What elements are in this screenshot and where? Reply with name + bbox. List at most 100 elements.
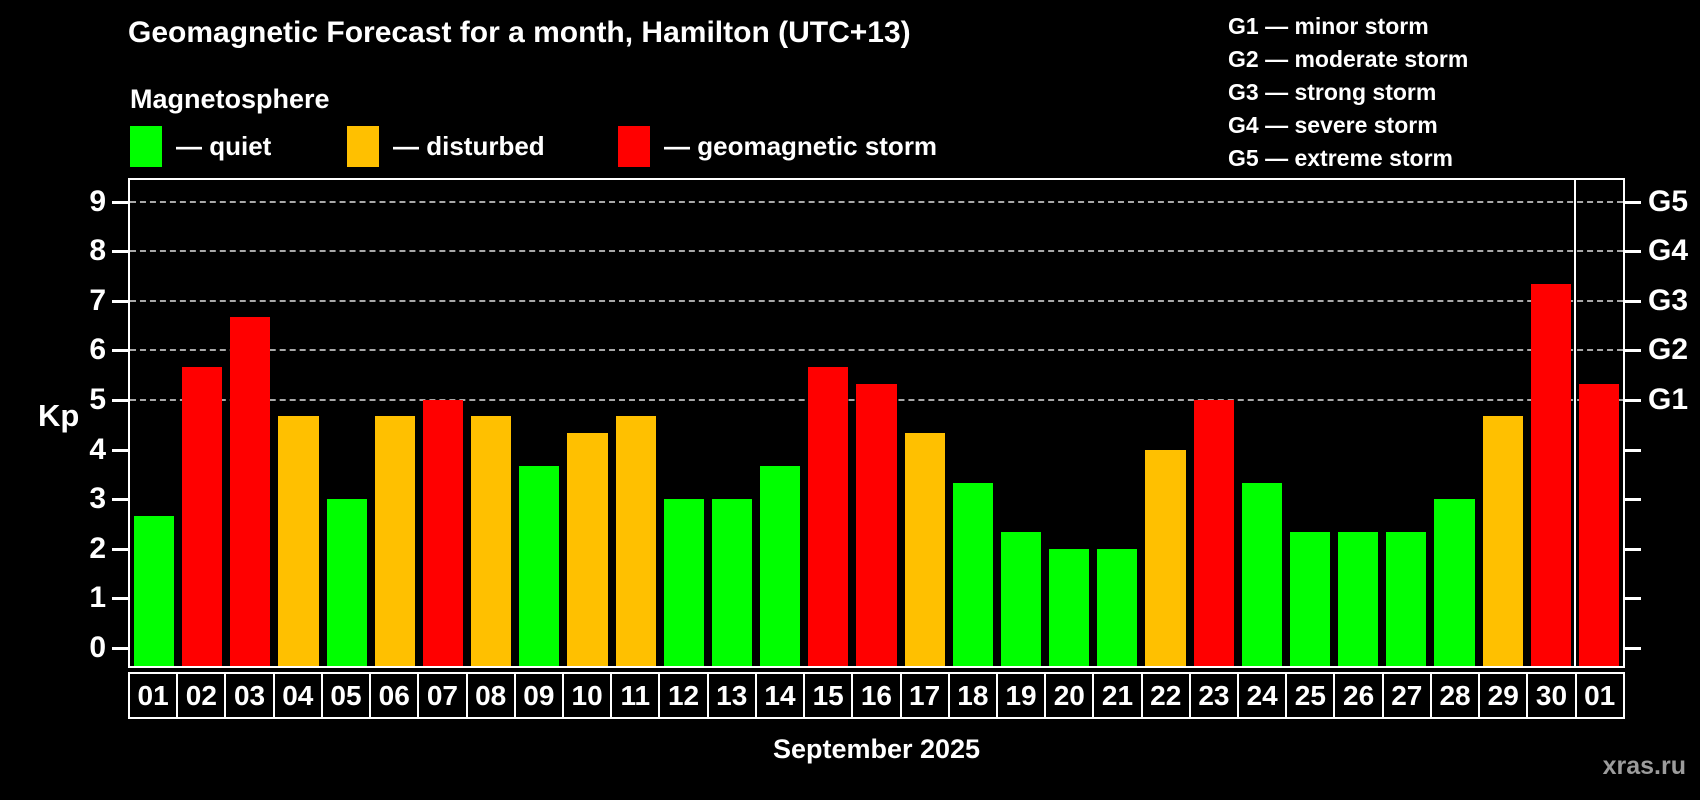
- legend-item-storm: — geomagnetic storm: [618, 126, 937, 167]
- kp-bar-03: [230, 317, 271, 666]
- kp-bar-10: [567, 433, 608, 666]
- gridline-kp6: [130, 349, 1623, 352]
- day-label-04: 04: [272, 672, 323, 719]
- day-label-20: 20: [1044, 672, 1095, 719]
- y-axis-title: Kp: [38, 398, 80, 433]
- y-tick-label-8: 8: [89, 234, 106, 268]
- day-label-05: 05: [320, 672, 372, 719]
- kp-bar-25: [1289, 532, 1331, 666]
- y-tick-label-2: 2: [89, 531, 106, 565]
- day-label-11: 11: [610, 672, 661, 719]
- y-axis-tick-right-5: [1625, 399, 1641, 402]
- day-label-15: 15: [803, 672, 854, 719]
- y-tick-label-1: 1: [89, 581, 106, 615]
- gridline-kp8: [130, 250, 1623, 253]
- kp-bar-15: [808, 366, 849, 666]
- day-label-07: 07: [417, 672, 468, 719]
- storm-color-swatch: [618, 126, 650, 167]
- y-axis-tick-right-7: [1625, 299, 1641, 303]
- kp-bar-06: [374, 416, 415, 666]
- kp-bar-27: [1386, 532, 1427, 666]
- quiet-color-swatch: [130, 126, 162, 167]
- day-label-01: 01: [128, 672, 179, 719]
- y-tick-label-5: 5: [89, 383, 106, 416]
- day-label-13: 13: [706, 672, 757, 719]
- day-label-24: 24: [1237, 672, 1288, 719]
- y-axis-tick-right-1: [1625, 597, 1641, 601]
- gridline-kp7: [130, 299, 1623, 302]
- day-label-28: 28: [1429, 672, 1481, 719]
- y-axis-tick-right-4: [1625, 448, 1641, 452]
- y-axis-tick-left-8: [112, 250, 128, 254]
- y-tick-label-6: 6: [89, 333, 106, 367]
- kp-bar-12: [663, 499, 704, 666]
- kp-bar-04: [278, 416, 319, 666]
- x-axis-title: September 2025: [772, 734, 981, 764]
- y-tick-label-0: 0: [89, 631, 106, 664]
- page-title: Geomagnetic Forecast for a month, Hamilt…: [128, 16, 911, 49]
- day-label-22: 22: [1140, 672, 1191, 719]
- y-axis-tick-left-3: [112, 498, 128, 502]
- kp-bar-01: [1578, 383, 1619, 666]
- legend-item-quiet: — quiet: [130, 126, 271, 167]
- g-scale-label-g2: G2: [1648, 333, 1689, 367]
- plot-area: [128, 178, 1625, 668]
- y-axis-tick-left-0: [112, 647, 128, 650]
- y-axis-tick-right-6: [1625, 349, 1641, 353]
- day-label-14: 14: [754, 672, 806, 719]
- kp-bar-28: [1434, 499, 1475, 666]
- watermark: xras.ru: [1602, 752, 1686, 780]
- day-label-18: 18: [947, 672, 998, 719]
- day-label-27: 27: [1381, 672, 1432, 719]
- x-axis-day-labels: 01 02 03 04 05 06 07 08 09 10 11 12 13 14 15 16 17 18 19 20…: [128, 672, 1625, 719]
- storm-scale-line-g4: G4 — severe storm: [1228, 112, 1438, 138]
- storm-scale-line-g3: G3 — strong storm: [1228, 79, 1437, 105]
- legend-label: — disturbed: [393, 131, 545, 161]
- g-scale-label-g1: G1: [1648, 383, 1689, 416]
- kp-bar-07: [422, 400, 464, 666]
- y-axis-tick-right-0: [1625, 647, 1641, 650]
- storm-scale-line-g5: G5 — extreme storm: [1228, 145, 1453, 171]
- day-label-29: 29: [1478, 672, 1529, 719]
- y-axis-tick-left-4: [112, 448, 128, 452]
- day-label-03: 03: [224, 672, 275, 719]
- day-label-21: 21: [1092, 672, 1143, 719]
- kp-bar-11: [615, 416, 656, 666]
- y-axis-tick-left-6: [112, 349, 128, 353]
- y-tick-label-7: 7: [89, 283, 106, 317]
- day-label-26: 26: [1333, 672, 1384, 719]
- kp-bar-05: [326, 499, 367, 666]
- day-label-10: 10: [561, 672, 613, 719]
- day-label-08: 08: [465, 672, 516, 719]
- kp-bar-22: [1145, 449, 1186, 666]
- kp-bar-01: [134, 515, 175, 666]
- y-axis-tick-right-3: [1625, 498, 1641, 502]
- day-label-25: 25: [1285, 672, 1336, 719]
- chart-subtitle: Magnetosphere: [130, 84, 330, 114]
- kp-bar-18: [952, 482, 993, 666]
- storm-scale-legend: G1 — minor storm G2 — moderate storm G3 …: [1228, 10, 1468, 175]
- g-scale-label-g4: G4: [1648, 234, 1689, 268]
- g-scale-label-g3: G3: [1648, 283, 1689, 317]
- day-label-17: 17: [899, 672, 950, 719]
- y-tick-label-3: 3: [89, 482, 106, 516]
- kp-bar-02: [182, 366, 223, 666]
- y-axis-tick-right-2: [1625, 547, 1641, 551]
- disturbed-color-swatch: [347, 126, 379, 167]
- g-scale-label-g5: G5: [1648, 184, 1689, 218]
- y-tick-label-9: 9: [89, 184, 106, 218]
- kp-bar-13: [711, 499, 753, 666]
- y-tick-label-4: 4: [89, 432, 106, 466]
- day-label-12: 12: [658, 672, 709, 719]
- kp-bar-14: [760, 465, 801, 666]
- day-label-19: 19: [995, 672, 1047, 719]
- kp-bar-24: [1241, 482, 1282, 666]
- day-label-01: 01: [1574, 672, 1625, 719]
- kp-bar-08: [471, 416, 512, 666]
- kp-bar-17: [904, 433, 945, 666]
- y-axis-tick-left-5: [112, 399, 128, 402]
- legend-item-disturbed: — disturbed: [347, 126, 545, 167]
- kp-bar-19: [1000, 532, 1042, 666]
- storm-scale-line-g1: G1 — minor storm: [1228, 13, 1429, 39]
